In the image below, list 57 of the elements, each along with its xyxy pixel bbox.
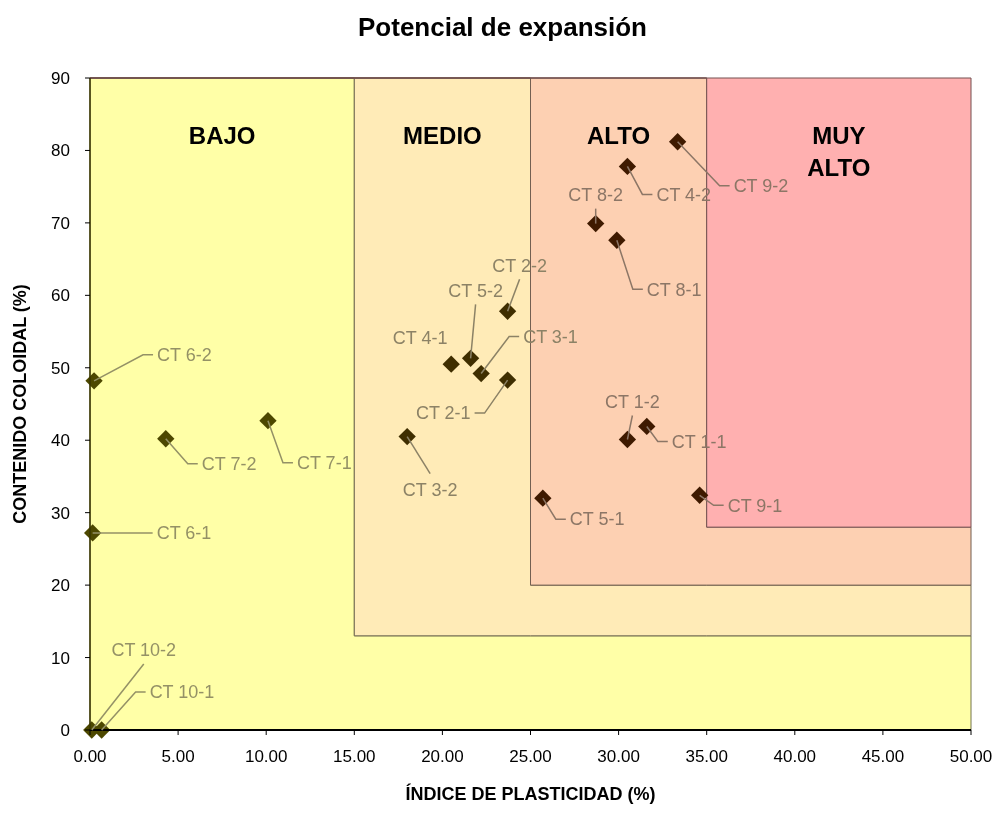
y-tick-label: 80 — [51, 141, 70, 161]
point — [618, 157, 637, 176]
x-axis-title: ÍNDICE DE PLASTICIDAD (%) — [405, 783, 656, 804]
y-axis-title: CONTENIDO COLOIDAL (%) — [10, 284, 30, 524]
x-tick-label: 30.00 — [597, 747, 640, 766]
y-tick-label: 60 — [51, 286, 70, 306]
series-label: MUY ALTO — [807, 122, 871, 181]
y-tick-label: 70 — [51, 213, 70, 233]
annotation: CT 9-2 — [733, 176, 789, 197]
point — [498, 371, 517, 389]
annotation: CT 5-2 — [448, 280, 503, 301]
chart-title: Potencial de expansión — [358, 12, 647, 42]
y-tick-label: 30 — [51, 503, 70, 523]
x-tick-label: 20.00 — [421, 747, 464, 766]
point — [587, 214, 605, 233]
x-tick-label: 40.00 — [773, 747, 817, 766]
point — [498, 302, 517, 320]
x-tick-label: 15.00 — [333, 747, 376, 766]
point — [398, 427, 416, 446]
point — [608, 231, 626, 249]
y-tick-label: 0 — [60, 720, 70, 740]
y-tick-label: 40 — [51, 431, 70, 451]
y-tick-label: 90 — [51, 68, 70, 88]
y-tick-label: 20 — [51, 576, 70, 596]
annotation: CT 10-1 — [149, 682, 215, 703]
annotation: CT 7-2 — [201, 454, 257, 475]
point — [472, 364, 490, 383]
annotation: CT 6-1 — [156, 523, 212, 544]
annotation: CT 9-1 — [727, 495, 783, 516]
point — [157, 430, 175, 448]
annotation: CT 8-2 — [568, 184, 624, 205]
point — [442, 355, 460, 373]
series-label: ALTO — [587, 122, 651, 149]
x-tick-label: 0.00 — [73, 747, 107, 766]
annotation: CT 5-1 — [569, 509, 625, 530]
annotation: CT 6-2 — [157, 345, 212, 366]
x-tick-label: 10.00 — [244, 747, 288, 766]
annotation: CT 7-1 — [296, 452, 352, 473]
x-tick-label: 5.00 — [161, 747, 195, 766]
annotation: CT 1-2 — [605, 391, 660, 412]
y-tick-label: 50 — [51, 358, 70, 378]
point — [690, 486, 709, 504]
point — [668, 133, 687, 151]
x-tick-label: 25.00 — [509, 747, 552, 766]
series-label: MEDIO — [403, 122, 482, 149]
x-tick-label: 35.00 — [685, 747, 728, 766]
y-tick-label: 10 — [51, 648, 70, 668]
point — [638, 417, 656, 436]
annotation: CT 8-1 — [646, 279, 702, 300]
annotation: CT 10-2 — [111, 640, 177, 661]
annotation: CT 4-1 — [392, 328, 448, 349]
point — [259, 412, 277, 430]
series-label: BAJO — [188, 122, 256, 149]
x-tick-label: 50.00 — [949, 747, 993, 766]
annotation: CT 2-1 — [415, 403, 471, 424]
annotation: CT 3-2 — [402, 479, 458, 500]
x-tick-label: 45.00 — [861, 747, 905, 766]
